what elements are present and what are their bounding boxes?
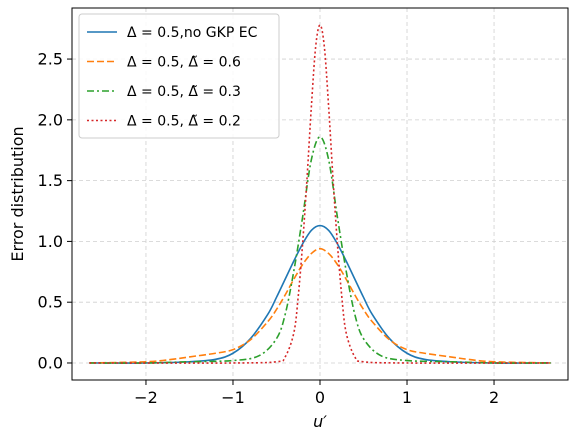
legend-label: Δ = 0.5, Δ̃ = 0.2: [127, 114, 241, 130]
plot-area: [89, 24, 551, 364]
y-tick-label: 1.0: [38, 232, 63, 251]
legend-label: Δ = 0.5,no GKP EC: [127, 25, 258, 41]
x-tick-label: 0: [315, 388, 325, 407]
series-line-2: [89, 247, 551, 364]
series-line-3: [89, 136, 551, 364]
x-axis-label: u′: [313, 412, 327, 431]
legend: Δ = 0.5,no GKP EC Δ = 0.5, Δ̃ = 0.6 Δ = 0.…: [78, 13, 280, 139]
y-tick-label: 2.0: [38, 110, 63, 129]
y-tick-label: 0.5: [38, 293, 63, 312]
series-line-4: [89, 24, 551, 364]
x-tick-label: −2: [134, 388, 158, 407]
series-line-1: [89, 224, 551, 364]
legend-box: [78, 13, 280, 139]
axis-ticks: −2 −1 0 1 2 0.0 0.5 1.0 1.5 2.0 2.5: [38, 50, 500, 407]
x-tick-label: 1: [402, 388, 412, 407]
y-tick-label: 0.0: [38, 353, 63, 372]
y-tick-label: 2.5: [38, 50, 63, 69]
legend-label: Δ = 0.5, Δ̃ = 0.6: [127, 55, 241, 71]
grid-lines: [72, 8, 568, 380]
x-tick-label: −1: [221, 388, 245, 407]
y-axis-label: Error distribution: [8, 126, 27, 261]
legend-label: Δ = 0.5, Δ̃ = 0.3: [127, 84, 241, 100]
y-tick-label: 1.5: [38, 171, 63, 190]
x-tick-label: 2: [489, 388, 499, 407]
